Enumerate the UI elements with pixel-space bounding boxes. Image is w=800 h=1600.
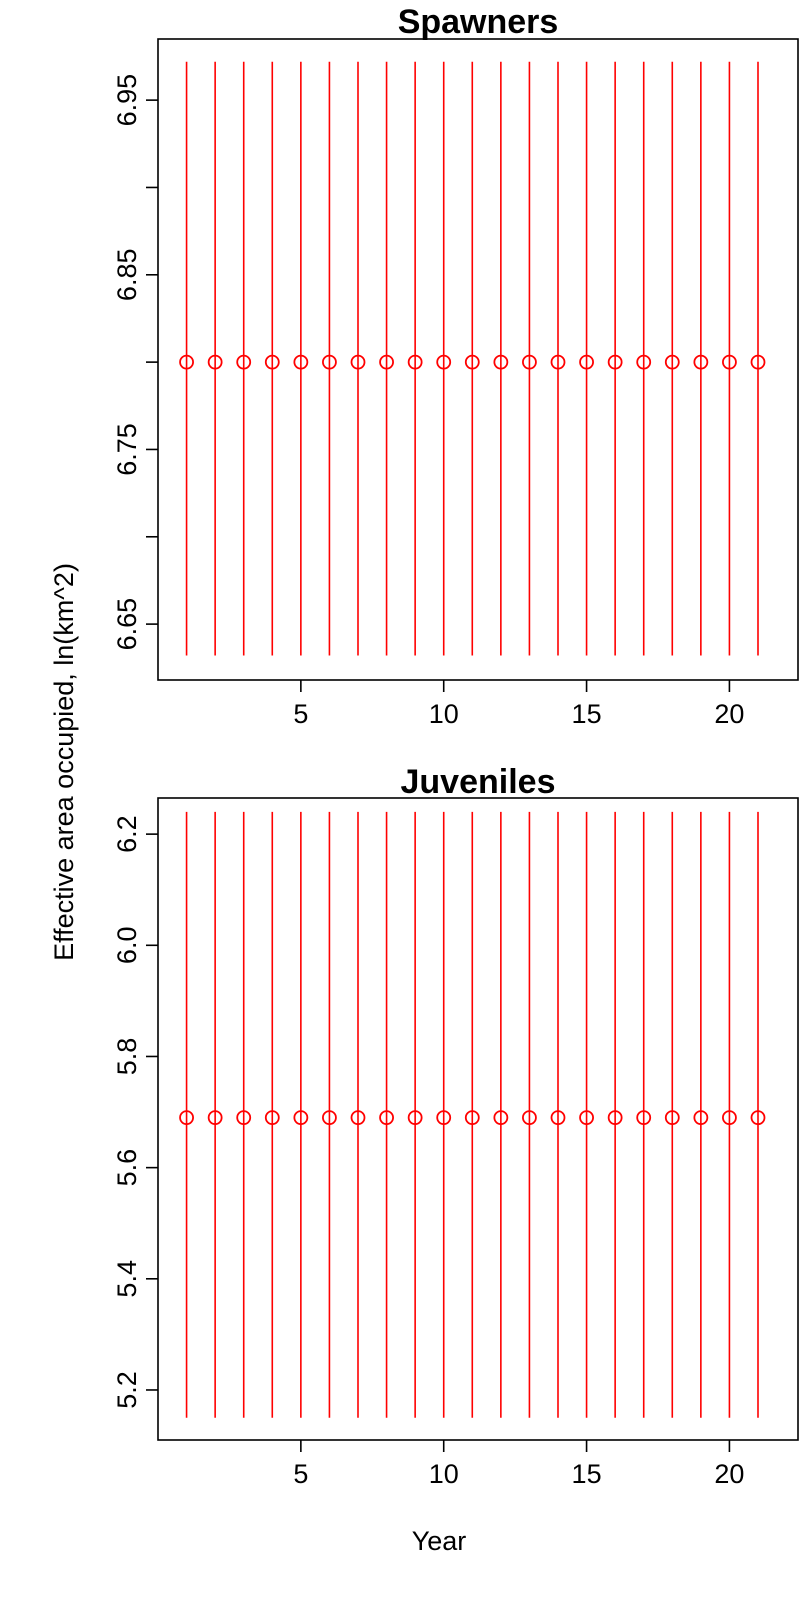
- data-point: [379, 1110, 394, 1126]
- data-point: [493, 354, 509, 370]
- x-tick-label: 20: [714, 1459, 744, 1489]
- x-tick-label: 10: [429, 699, 459, 729]
- x-tick-label: 15: [572, 699, 602, 729]
- y-axis-title: Effective area occupied, ln(km^2): [49, 563, 79, 961]
- data-point: [322, 1110, 337, 1126]
- x-tick-label: 15: [572, 1459, 602, 1489]
- data-point: [607, 1110, 623, 1126]
- y-tick-label: 6.85: [112, 249, 142, 302]
- data-point: [264, 354, 280, 370]
- data-point: [722, 354, 737, 370]
- data-point: [464, 1110, 480, 1126]
- data-point: [322, 354, 337, 370]
- data-point: [664, 1110, 680, 1126]
- data-point: [722, 1110, 737, 1126]
- x-tick-label: 20: [714, 699, 744, 729]
- data-point: [522, 1110, 537, 1126]
- x-axis-title: Year: [412, 1526, 467, 1556]
- data-point: [522, 354, 537, 370]
- x-tick-label: 5: [293, 1459, 308, 1489]
- panel-title: Juveniles: [401, 763, 556, 801]
- x-tick-label: 10: [429, 1459, 459, 1489]
- data-point: [236, 354, 252, 370]
- y-tick-label: 5.4: [112, 1260, 142, 1298]
- data-point: [436, 354, 452, 370]
- y-tick-label: 5.8: [112, 1038, 142, 1076]
- y-tick-label: 6.65: [112, 598, 142, 651]
- plot-frame: [157, 797, 799, 1441]
- data-point: [550, 1110, 566, 1126]
- data-point: [179, 1110, 194, 1126]
- plot-frame: [157, 38, 799, 681]
- data-point: [579, 1110, 594, 1126]
- data-point: [236, 1110, 252, 1126]
- data-point: [407, 354, 423, 370]
- y-tick-label: 6.75: [112, 423, 142, 476]
- panel-title: Spawners: [398, 3, 559, 41]
- spawners-panel: Spawners 5 10 15 20 6.65 6.75 6.85 6.95: [112, 3, 799, 729]
- data-point: [464, 354, 480, 370]
- data-point: [636, 1110, 652, 1126]
- data-point: [750, 354, 766, 370]
- data-point: [436, 1110, 452, 1126]
- data-point: [750, 1110, 766, 1126]
- data-point: [293, 1110, 309, 1126]
- data-point: [579, 354, 594, 370]
- data-point: [379, 354, 394, 370]
- y-tick-label: 6.95: [112, 74, 142, 127]
- data-point: [550, 354, 566, 370]
- data-point: [350, 354, 366, 370]
- data-point: [664, 354, 680, 370]
- data-point: [350, 1110, 366, 1126]
- y-tick-label: 6.2: [112, 815, 142, 853]
- data-point: [693, 1110, 709, 1126]
- data-point: [179, 354, 194, 370]
- data-point: [207, 354, 223, 370]
- data-point: [693, 354, 709, 370]
- x-tick-label: 5: [293, 699, 308, 729]
- data-point: [293, 354, 309, 370]
- juveniles-panel: Juveniles 5 10 15 20 5.2 5.4 5.6 5.8 6.0 6.2: [112, 763, 799, 1489]
- data-point: [407, 1110, 423, 1126]
- data-point: [493, 1110, 509, 1126]
- data-point: [207, 1110, 223, 1126]
- data-point: [636, 354, 652, 370]
- y-tick-label: 5.6: [112, 1149, 142, 1187]
- y-tick-label: 5.2: [112, 1371, 142, 1409]
- data-point: [264, 1110, 280, 1126]
- y-tick-label: 6.0: [112, 927, 142, 965]
- data-point: [607, 354, 623, 370]
